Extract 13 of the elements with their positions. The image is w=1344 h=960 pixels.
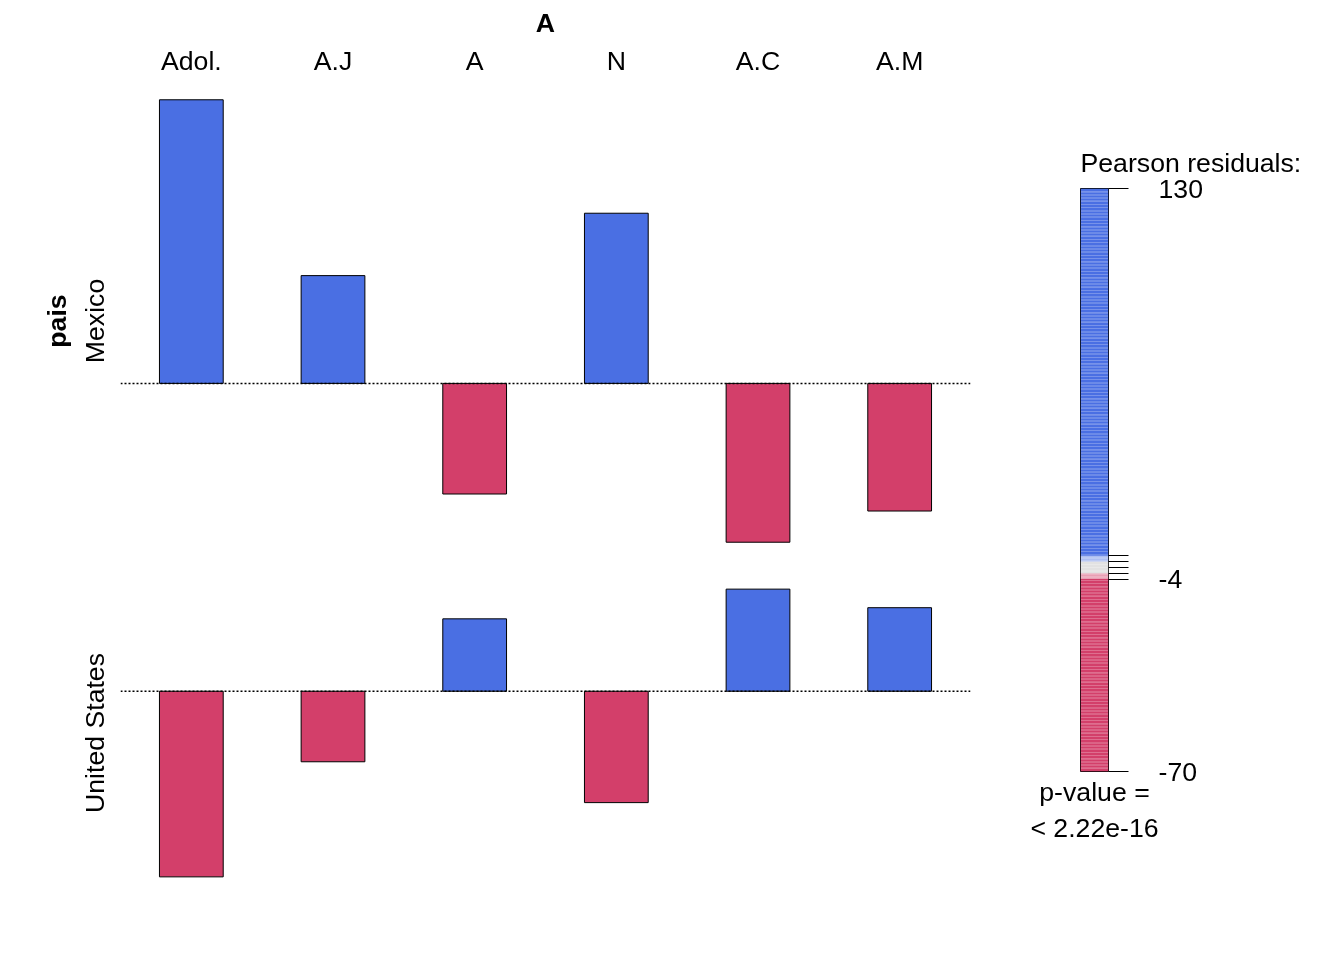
x-tick-label: N <box>606 45 626 76</box>
x-tick-label: A.C <box>735 45 781 76</box>
y-axis-title: United States <box>79 652 110 814</box>
text: pais <box>41 294 72 348</box>
color-bar-label: -4 <box>1158 564 1183 595</box>
x-tick-label: A <box>465 45 484 76</box>
x-tick-label: A.J <box>313 45 353 76</box>
x-tick-label: A.M <box>875 45 924 76</box>
chart-title: A <box>535 7 556 38</box>
y-axis-title: Mexico <box>79 278 110 364</box>
color-bar-label: -70 <box>1158 756 1198 787</box>
text: p-value = < 2.22e-16 <box>1030 776 1159 843</box>
x-tick-label: Adol. <box>160 45 222 76</box>
